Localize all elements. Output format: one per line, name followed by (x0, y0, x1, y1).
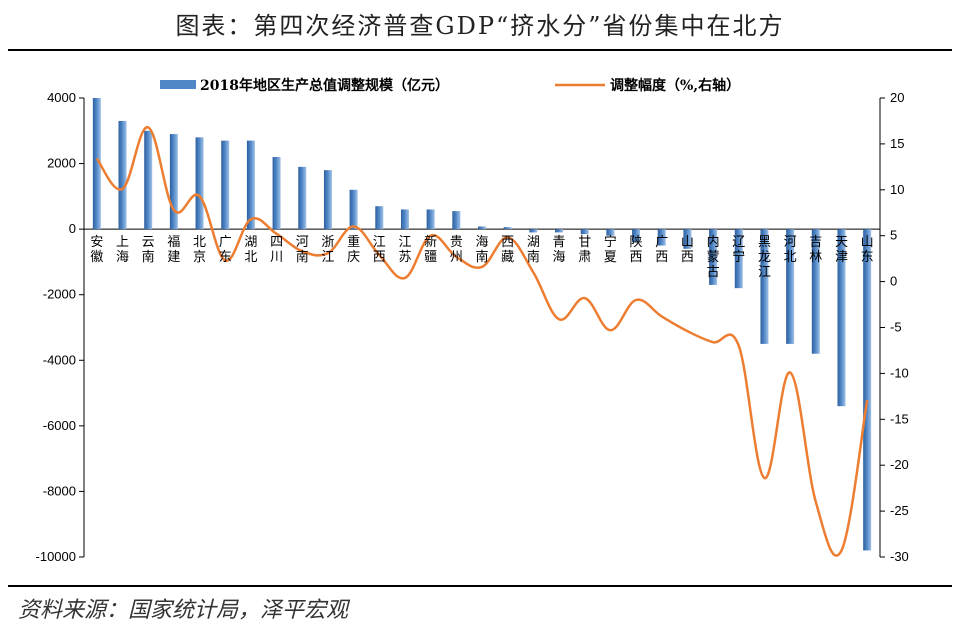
category-label: 内蒙古 (707, 234, 720, 280)
series-line-adjustment-rate (95, 126, 869, 557)
category-label: 河北 (784, 235, 797, 265)
bar-湖南 (529, 229, 538, 233)
title-divider (8, 49, 952, 51)
bar-宁夏 (606, 229, 615, 236)
bar-贵州 (452, 211, 461, 230)
source-note: 资料来源：国家统计局，泽平宏观 (18, 598, 349, 623)
bar-新疆 (426, 209, 435, 230)
page-title: 图表：第四次经济普查GDP“挤水分”省份集中在北方 (175, 12, 785, 40)
category-label: 江西 (373, 235, 386, 265)
chart: 2018年地区生产总值调整规模（亿元） 调整幅度（%,右轴） 安徽上海云南福建北… (36, 77, 909, 564)
category-label: 广西 (655, 235, 668, 265)
bar-青海 (555, 229, 564, 233)
category-label: 辽宁 (732, 235, 745, 265)
left-tick-label: -4000 (43, 352, 76, 367)
bar-山东 (863, 229, 872, 551)
bar-内蒙古 (709, 229, 718, 285)
bar-陕西 (632, 229, 641, 243)
category-label: 湖南 (527, 235, 540, 265)
category-label: 河南 (296, 235, 309, 265)
category-label: 上海 (116, 235, 129, 265)
category-label: 北京 (193, 235, 206, 265)
bar-辽宁 (734, 229, 743, 289)
category-label: 宁夏 (604, 234, 617, 265)
category-label: 重庆 (347, 234, 360, 265)
left-tick-label: -6000 (43, 418, 76, 433)
right-tick-label: 15 (890, 136, 904, 151)
bar-上海 (118, 120, 127, 230)
right-tick-label: -10 (890, 365, 909, 380)
right-tick-label: -30 (890, 549, 909, 564)
right-tick-label: 0 (890, 274, 897, 289)
left-tick-label: -2000 (43, 287, 76, 302)
bar-重庆 (349, 189, 358, 230)
category-label: 安徽 (90, 235, 103, 265)
category-label: 西藏 (501, 235, 514, 265)
bar-甘肃 (580, 229, 589, 235)
left-tick-label: 2000 (47, 156, 76, 171)
category-label: 山西 (681, 235, 694, 265)
category-label: 陕西 (630, 235, 643, 265)
left-tick-label: -10000 (36, 549, 76, 564)
category-label: 新疆 (424, 234, 437, 265)
bar-江苏 (400, 209, 409, 230)
bar-黑龙江 (760, 229, 769, 344)
footer-divider (8, 585, 952, 587)
bar-吉林 (811, 229, 820, 354)
bar-河北 (786, 229, 795, 344)
left-tick-label: -8000 (43, 483, 76, 498)
category-label: 江苏 (398, 235, 411, 265)
bar-天津 (837, 229, 846, 407)
legend-bar-label: 2018年地区生产总值调整规模（亿元） (200, 77, 449, 94)
category-label: 湖北 (244, 235, 257, 265)
left-tick-label: 0 (69, 221, 76, 236)
category-label: 天津 (835, 235, 848, 265)
right-tick-label: 10 (890, 182, 904, 197)
category-label: 海南 (475, 235, 488, 265)
bar-广西 (657, 229, 666, 246)
bar-江西 (375, 206, 384, 230)
right-tick-label: 5 (890, 228, 897, 243)
right-tick-label: -15 (890, 411, 909, 426)
bar-安徽 (92, 98, 101, 230)
bar-云南 (144, 130, 153, 230)
bar-北京 (195, 137, 204, 230)
right-tick-label: 20 (890, 90, 904, 105)
bar-广东 (221, 140, 230, 230)
legend-line-label: 调整幅度（%,右轴） (610, 77, 740, 94)
category-label: 山东 (861, 235, 874, 265)
category-label: 甘肃 (578, 235, 591, 265)
legend-bar-swatch (160, 80, 196, 89)
category-label: 吉林 (809, 235, 822, 265)
category-label: 福建 (167, 235, 180, 265)
chart-legend: 2018年地区生产总值调整规模（亿元） 调整幅度（%,右轴） (160, 77, 740, 94)
category-label: 广东 (219, 235, 232, 265)
category-label: 浙江 (321, 235, 334, 265)
category-label: 黑龙江 (758, 235, 771, 280)
category-label: 云南 (142, 235, 155, 265)
bar-福建 (169, 134, 178, 230)
bar-河南 (298, 166, 307, 230)
bar-湖北 (246, 140, 255, 230)
category-label: 四川 (270, 235, 283, 265)
bar-西藏 (503, 227, 512, 230)
bar-海南 (478, 226, 486, 230)
category-label: 青海 (553, 235, 566, 265)
right-tick-label: -5 (890, 320, 902, 335)
right-tick-label: -25 (890, 503, 909, 518)
category-label: 贵州 (450, 235, 463, 265)
right-tick-label: -20 (890, 457, 909, 472)
bar-浙江 (323, 170, 332, 230)
bar-四川 (272, 157, 281, 230)
left-tick-label: 4000 (47, 90, 76, 105)
bar-山西 (683, 229, 692, 249)
